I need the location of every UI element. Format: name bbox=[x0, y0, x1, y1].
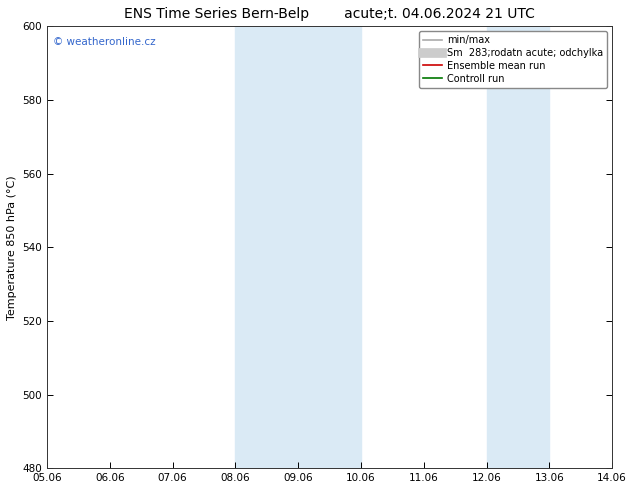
Text: © weatheronline.cz: © weatheronline.cz bbox=[53, 37, 155, 48]
Bar bbox=[487, 26, 550, 468]
Title: ENS Time Series Bern-Belp        acute;t. 04.06.2024 21 UTC: ENS Time Series Bern-Belp acute;t. 04.06… bbox=[124, 7, 535, 21]
Legend: min/max, Sm  283;rodatn acute; odchylka, Ensemble mean run, Controll run: min/max, Sm 283;rodatn acute; odchylka, … bbox=[419, 31, 607, 88]
Y-axis label: Temperature 850 hPa (°C): Temperature 850 hPa (°C) bbox=[7, 175, 17, 319]
Bar bbox=[235, 26, 361, 468]
